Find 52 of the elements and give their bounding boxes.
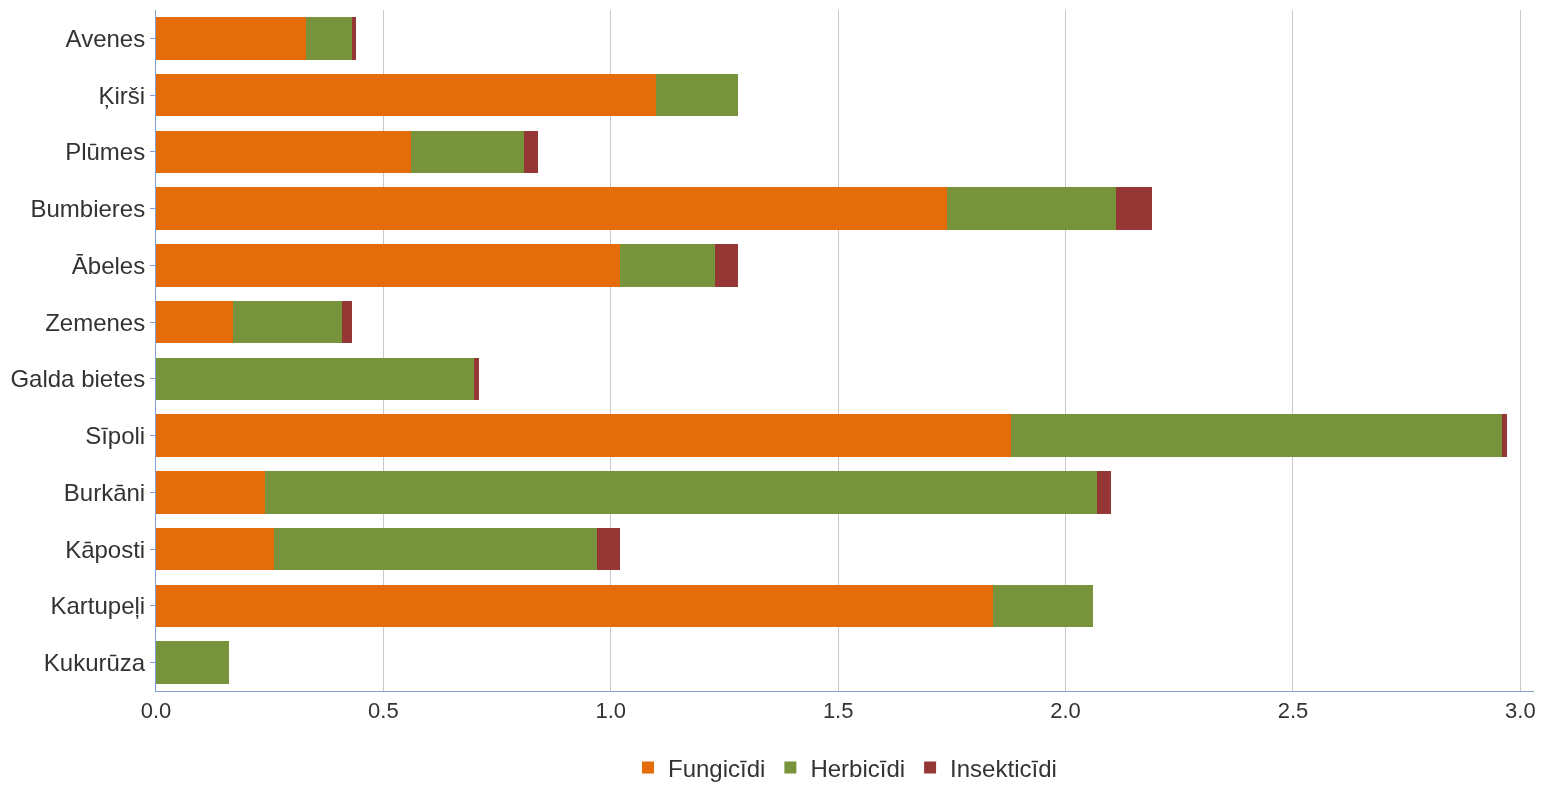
bar [274, 527, 598, 571]
bar [1502, 414, 1507, 457]
y-tick-label: Sīpoli [85, 422, 146, 450]
bar [156, 73, 657, 117]
bar [156, 471, 266, 514]
bar [233, 300, 343, 344]
y-tick-label: Galda bietes [10, 365, 146, 393]
y-tick-label: Kukurūza [43, 649, 146, 677]
y-tick-label: Burkāni [63, 478, 146, 506]
bar [156, 584, 993, 628]
bar [474, 357, 479, 401]
y-tick-label: Plūmes [65, 138, 146, 166]
bar [156, 17, 307, 60]
x-tick-label: 1.0 [595, 698, 627, 724]
x-tick-label: 2.5 [1277, 698, 1309, 724]
bar [156, 300, 234, 344]
bar [1097, 471, 1112, 514]
y-tick-label: Avenes [65, 24, 146, 52]
bar [156, 357, 475, 401]
bar [1011, 414, 1503, 457]
bar [715, 244, 739, 287]
bar [156, 244, 620, 287]
bar [306, 17, 352, 60]
bar [1115, 187, 1152, 230]
y-tick-label: Bumbieres [30, 195, 146, 223]
bar [947, 187, 1116, 230]
bar [156, 527, 275, 571]
bar [156, 641, 229, 684]
y-tick-label: Kartupeļi [50, 592, 146, 620]
legend-label: Herbicīdi [810, 754, 906, 782]
y-tick-label: Kāposti [65, 535, 146, 563]
bar [524, 130, 539, 174]
y-tick-label: Ābeles [71, 251, 146, 279]
x-tick-label: 2.0 [1050, 698, 1081, 724]
y-tick-label: Ķirši [98, 81, 146, 109]
bar [156, 130, 411, 174]
bar [156, 414, 1011, 457]
bar [342, 300, 352, 344]
bar [265, 471, 1098, 514]
x-tick-label: 3.0 [1505, 698, 1536, 724]
bar [619, 244, 716, 287]
bar [156, 187, 948, 230]
legend-label: Fungicīdi [668, 754, 766, 782]
x-tick-label: 0.5 [368, 698, 399, 724]
bar [656, 73, 739, 117]
bar [992, 584, 1093, 628]
bar [410, 130, 525, 174]
x-tick-label: 1.5 [822, 698, 854, 724]
y-tick-label: Zemenes [45, 308, 146, 336]
x-tick-label: 0.0 [140, 698, 172, 724]
bar [597, 527, 620, 571]
legend-label: Insekticīdi [950, 754, 1057, 782]
